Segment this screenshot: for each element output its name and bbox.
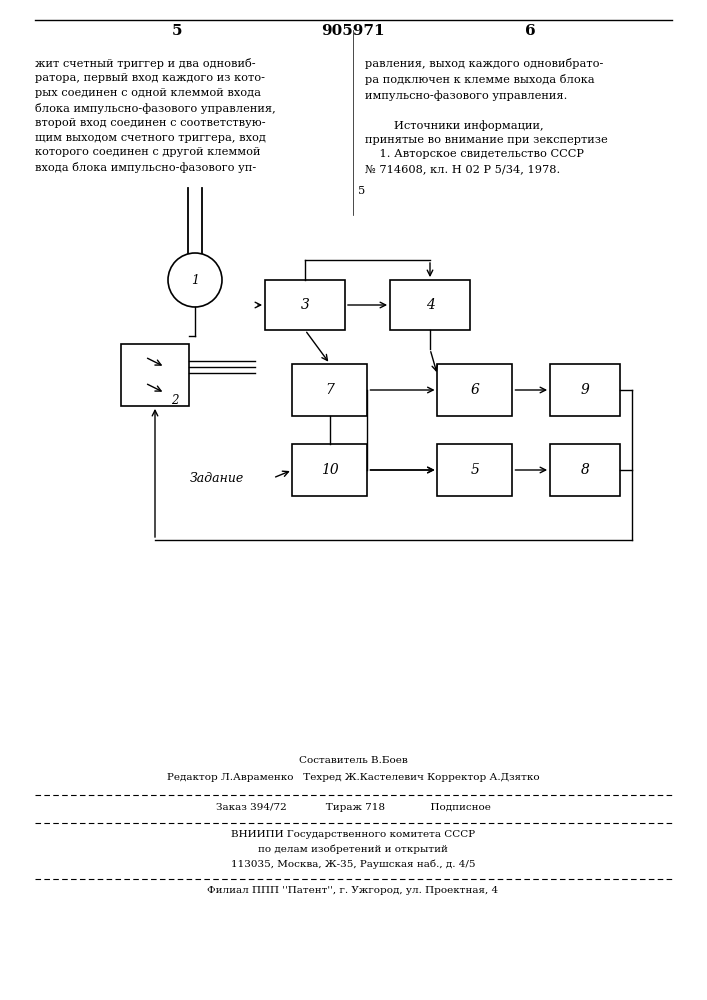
Text: Филиал ППП ''Патент'', г. Ужгород, ул. Проектная, 4: Филиал ППП ''Патент'', г. Ужгород, ул. П…	[207, 886, 498, 895]
Text: 905971: 905971	[321, 24, 385, 38]
Text: Редактор Л.Авраменко   Техред Ж.Кастелевич Корректор А.Дзятко: Редактор Л.Авраменко Техред Ж.Кастелевич…	[167, 773, 539, 782]
Text: 5: 5	[172, 24, 182, 38]
Text: жит счетный триггер и два одновиб-
ратора, первый вход каждого из кото-
рых соед: жит счетный триггер и два одновиб- ратор…	[35, 58, 276, 173]
Text: Составитель В.Боев: Составитель В.Боев	[298, 756, 407, 765]
Text: ВНИИПИ Государственного комитета СССР: ВНИИПИ Государственного комитета СССР	[231, 830, 475, 839]
Text: равления, выход каждого одновибрато-
ра подключен к клемме выхода блока
импульсн: равления, выход каждого одновибрато- ра …	[365, 58, 608, 174]
Text: 6: 6	[525, 24, 535, 38]
Bar	[265, 280, 345, 330]
Text: 5: 5	[471, 463, 479, 477]
Text: Заказ 394/72            Тираж 718              Подписное: Заказ 394/72 Тираж 718 Подписное	[216, 803, 491, 812]
Bar	[293, 364, 368, 416]
Text: Задание: Задание	[190, 472, 244, 485]
Bar	[121, 344, 189, 406]
Text: 113035, Москва, Ж-35, Раушская наб., д. 4/5: 113035, Москва, Ж-35, Раушская наб., д. …	[230, 859, 475, 869]
Text: 7: 7	[325, 383, 334, 397]
Text: 1: 1	[191, 273, 199, 286]
Text: 5: 5	[358, 186, 366, 196]
Text: 6: 6	[471, 383, 479, 397]
Text: по делам изобретений и открытий: по делам изобретений и открытий	[258, 844, 448, 854]
Bar	[550, 444, 620, 496]
Bar	[550, 364, 620, 416]
Bar	[438, 364, 513, 416]
Bar	[293, 444, 368, 496]
Text: 9: 9	[580, 383, 590, 397]
Text: 2: 2	[171, 393, 179, 406]
Text: 10: 10	[321, 463, 339, 477]
Bar	[438, 444, 513, 496]
Text: 8: 8	[580, 463, 590, 477]
Text: 3: 3	[300, 298, 310, 312]
Bar	[390, 280, 470, 330]
Text: 4: 4	[426, 298, 434, 312]
